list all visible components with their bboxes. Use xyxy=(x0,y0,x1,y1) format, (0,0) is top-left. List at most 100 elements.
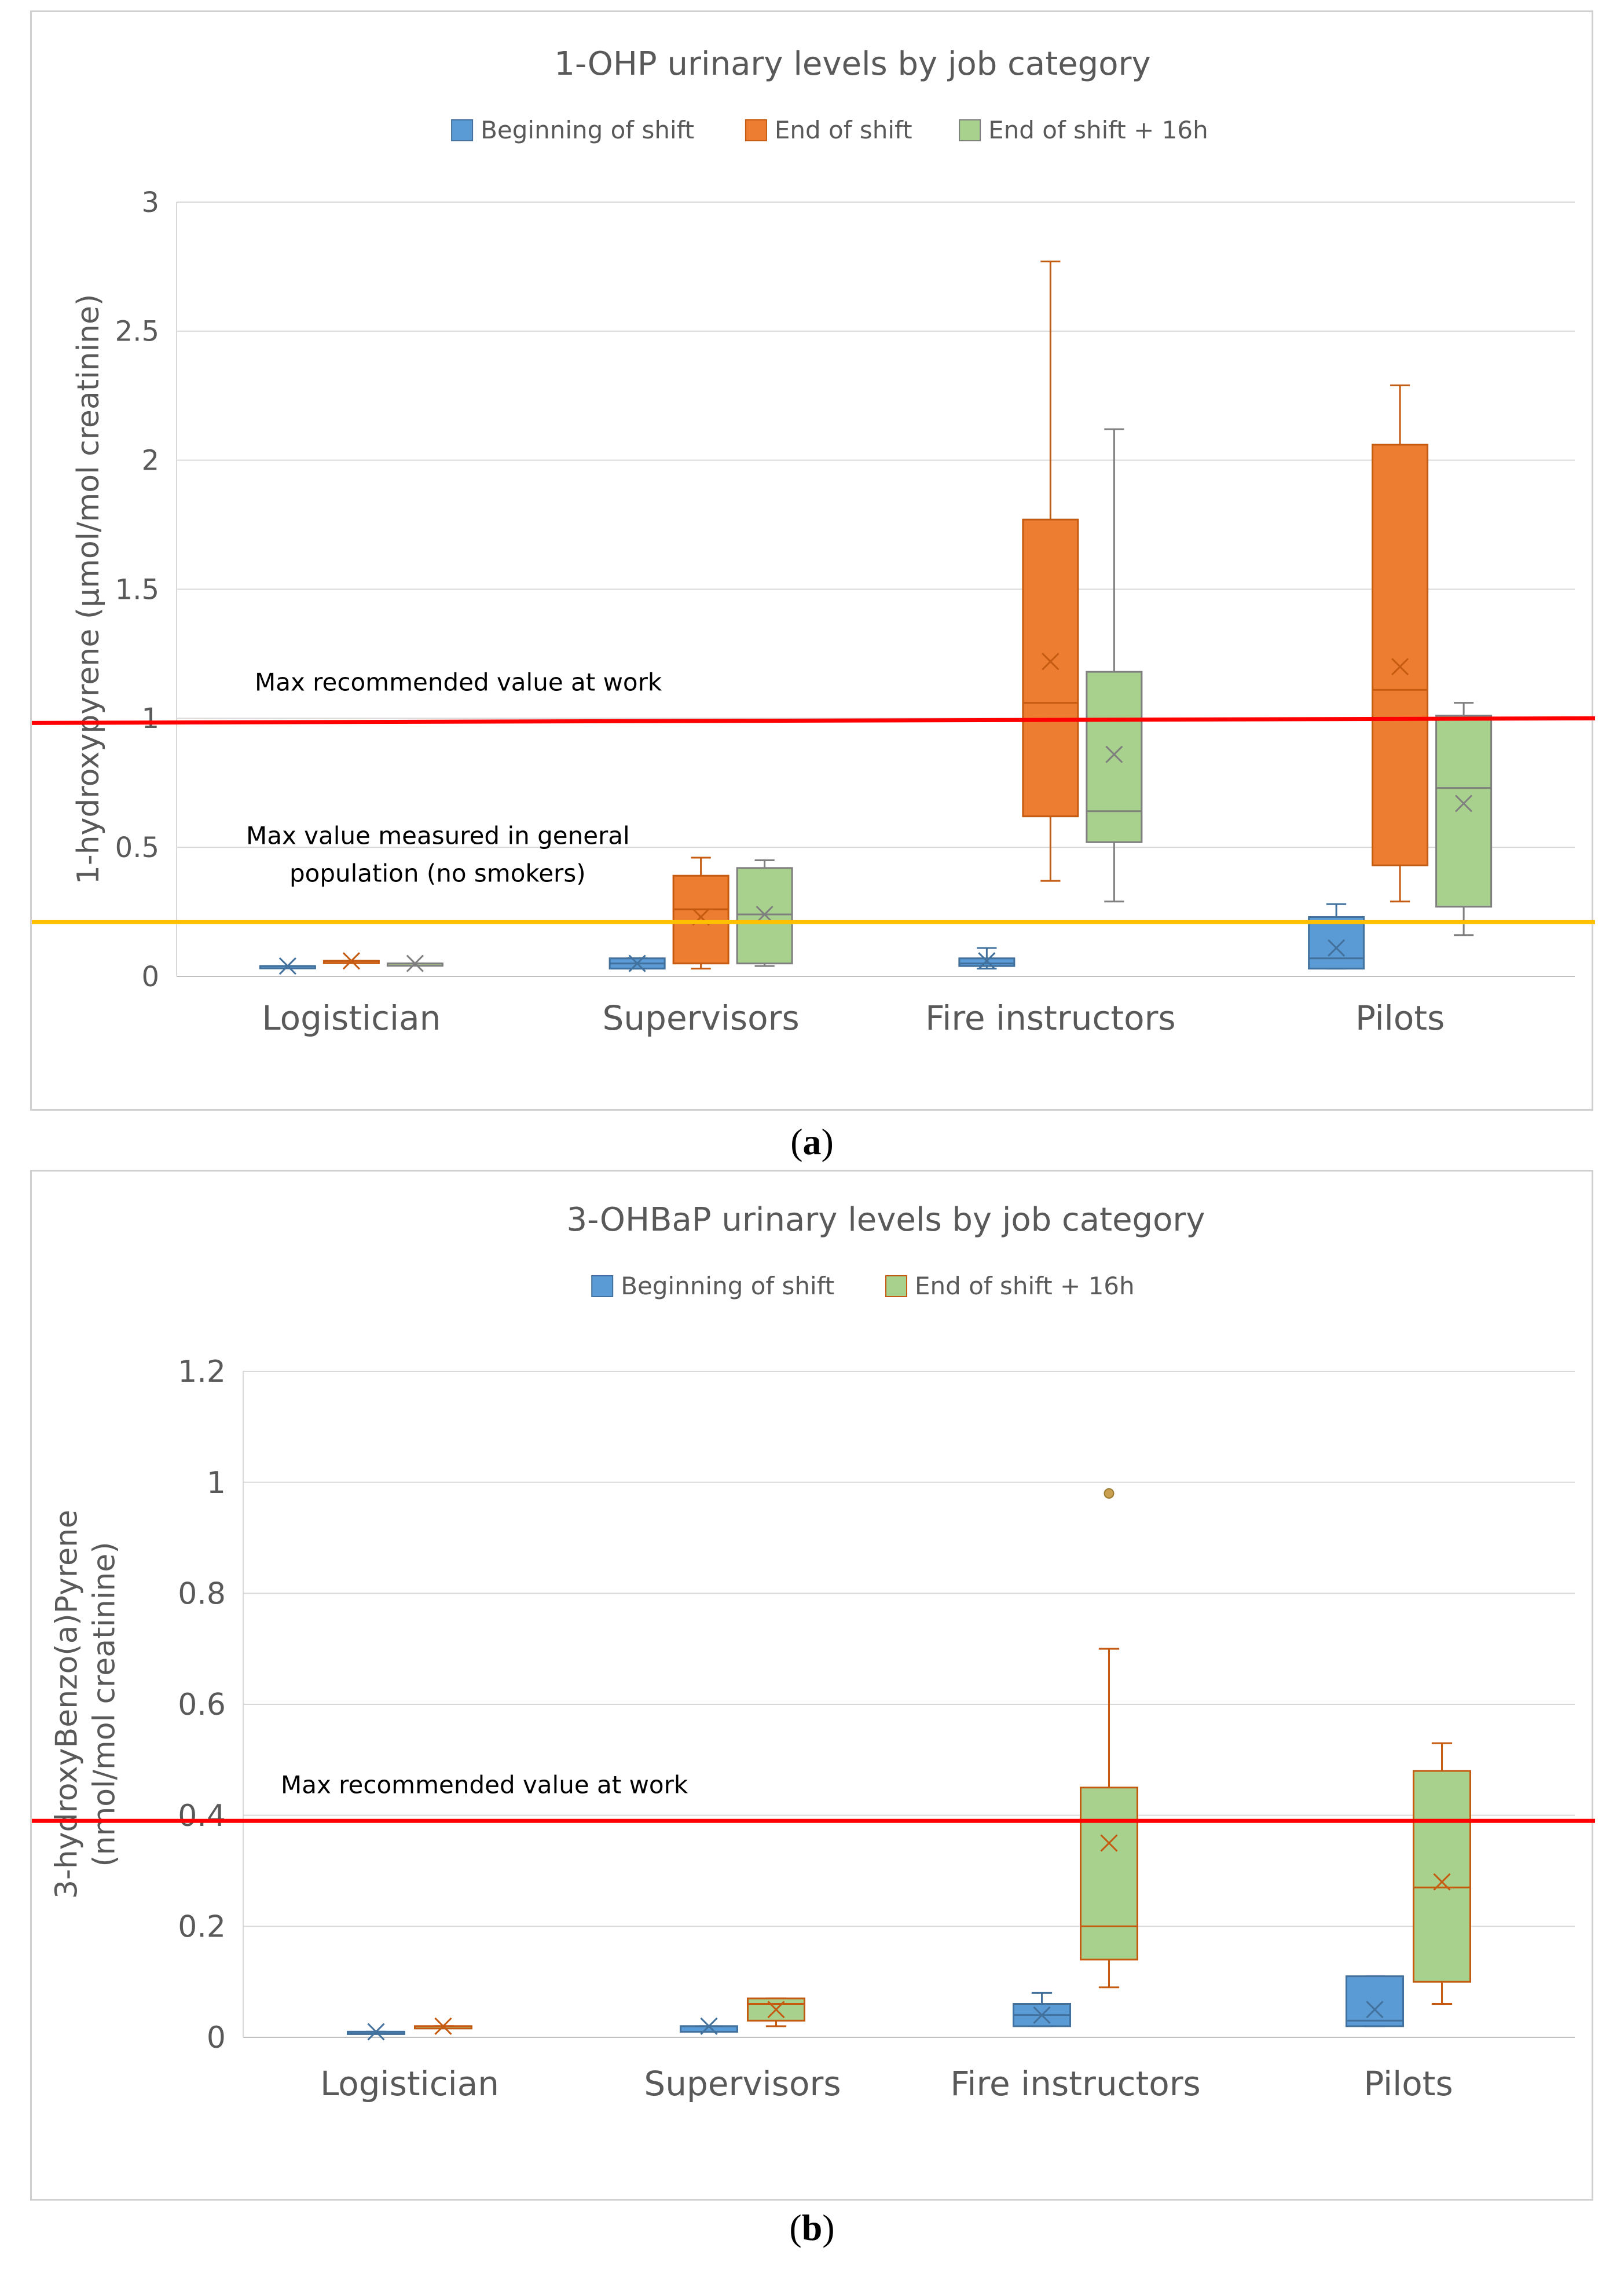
chart-a-supervisors-beginning-of-shift-mean-marker xyxy=(628,954,646,972)
chart-b-pilots-end-of-shift-16h-mean-stroke xyxy=(1433,1873,1451,1891)
chart-a-svg: 1-OHP urinary levels by job category Begi… xyxy=(32,45,1595,1038)
chart-b-logistician-end-of-shift-16h-mean-marker xyxy=(434,2017,452,2035)
chart-b-fire-instructors-end-of-shift-16h-mean-marker xyxy=(1100,1834,1118,1852)
chart-a-supervisors-end-of-shift-box xyxy=(672,874,729,965)
chart-a-pilots-beginning-of-shift-box xyxy=(1308,916,1365,970)
chart-b-ytick-label: 0.6 xyxy=(178,1688,226,1722)
panel-b-caption: (b) xyxy=(789,2207,835,2248)
chart-a-reference-label-2: Max value measured in general xyxy=(246,821,630,850)
chart-b-ytick-label: 1.2 xyxy=(178,1355,226,1389)
chart-a-logistician-beginning-of-shift-mean-marker xyxy=(278,957,296,975)
chart-b-ytick-label: 0.4 xyxy=(178,1799,226,1833)
chart-a-fire-instructors-end-of-shift-mean-stroke xyxy=(1042,653,1060,671)
chart-b-y-axis-label: 3-hydroxyBenzo(a)Pyrene xyxy=(50,1510,85,1899)
chart-a-ytick-label: 3 xyxy=(141,186,159,219)
chart-b-supervisors-end-of-shift-16h-mean-marker xyxy=(767,2001,785,2019)
chart-b-ytick-label: 0 xyxy=(207,2021,226,2055)
chart-a-supervisors-beginning-of-shift-mean-stroke xyxy=(628,954,646,972)
chart-b-logistician-beginning-of-shift-mean-marker xyxy=(367,2023,385,2041)
chart-a-category-label-pilots: Pilots xyxy=(1355,998,1445,1038)
chart-a-logistician-end-of-shift-mean-marker xyxy=(342,952,360,970)
chart-a-ytick-label: 2 xyxy=(141,444,159,477)
chart-a-reference-label-1: Max recommended value at work xyxy=(255,668,662,696)
chart-a-ytick-label: 0 xyxy=(141,961,159,993)
chart-b-pilots-end-of-shift-16h-box xyxy=(1413,1770,1471,1983)
chart-a-pilots-end-of-shift-16h-mean-stroke xyxy=(1455,795,1473,812)
chart-a-fire-instructors-end-of-shift-16h-mean-stroke xyxy=(1105,745,1123,763)
panel-b-letter: b xyxy=(801,2207,823,2248)
chart-a-ytick-label: 1.5 xyxy=(115,573,159,606)
chart-a-legend-swatch-beginning-of-shift xyxy=(451,119,474,141)
chart-b-fire-instructors-beginning-of-shift-mean-marker xyxy=(1033,2006,1051,2024)
chart-b-reference-label-1: Max recommended value at work xyxy=(281,1770,688,1799)
chart-b-category-label-fire-instructors: Fire instructors xyxy=(950,2064,1201,2103)
chart-a-y-axis-label: 1-hydroxypyrene (µmol/mol creatinine) xyxy=(71,294,106,884)
chart-a-reference-line-1 xyxy=(32,716,1595,725)
chart-b-ytick-label: 1 xyxy=(207,1466,226,1500)
chart-a-legend-label-end-of-shift: End of shift xyxy=(775,116,912,144)
panel-a-caption: (a) xyxy=(790,1121,834,1162)
chart-a-supervisors-end-of-shift-16h-box xyxy=(736,867,793,965)
chart-a-fire-instructors-end-of-shift-mean-marker xyxy=(1042,653,1060,671)
chart-a-supervisors-end-of-shift-16h-mean-marker xyxy=(756,905,773,924)
chart-a-fire-instructors-end-of-shift-box xyxy=(1022,518,1079,818)
chart-panel-a: 1-OHP urinary levels by job category Begi… xyxy=(30,10,1595,1111)
chart-b-pilots-beginning-of-shift-mean-stroke xyxy=(1366,2001,1384,2019)
chart-b-legend-label-beginning-of-shift: Beginning of shift xyxy=(621,1272,834,1300)
chart-b-fire-instructors-end-of-shift-16h-box xyxy=(1080,1787,1138,1961)
chart-a-legend-swatch-end-of-shift xyxy=(745,119,767,141)
chart-b-ytick-label: 0.2 xyxy=(178,1910,226,1945)
chart-b-ytick-label: 0.8 xyxy=(178,1577,226,1612)
chart-b-logistician-beginning-of-shift-mean-stroke xyxy=(367,2023,385,2041)
chart-a-pilots-end-of-shift-16h-mean-marker xyxy=(1455,795,1473,812)
chart-b-pilots-end-of-shift-16h-mean-marker xyxy=(1433,1873,1451,1891)
chart-a-logistician-end-of-shift-16h-mean-marker xyxy=(406,954,424,972)
chart-b-pilots-beginning-of-shift-box xyxy=(1346,1975,1404,2027)
chart-a-legend-label-beginning-of-shift: Beginning of shift xyxy=(481,116,694,144)
chart-b-category-label-supervisors: Supervisors xyxy=(644,2064,841,2103)
chart-a-pilots-end-of-shift-16h-box xyxy=(1435,715,1493,908)
chart-b-supervisors-end-of-shift-16h-box xyxy=(747,1997,805,2022)
chart-b-fire-instructors-beginning-of-shift-mean-stroke xyxy=(1033,2006,1051,2024)
chart-a-fire-instructors-beginning-of-shift-box xyxy=(958,957,1016,967)
chart-b-y-axis-label: (nmol/mol creatinine) xyxy=(87,1542,122,1866)
chart-b-legend-label-end-of-shift-16h: End of shift + 16h xyxy=(915,1272,1135,1300)
chart-b-logistician-end-of-shift-16h-mean-stroke xyxy=(434,2017,452,2035)
chart-a-pilots-end-of-shift-mean-marker xyxy=(1391,658,1409,676)
chart-a-fire-instructors-end-of-shift-16h-box xyxy=(1086,671,1143,843)
chart-b-supervisors-beginning-of-shift-mean-stroke xyxy=(700,2017,718,2035)
chart-a-legend-label-end-of-shift-16h: End of shift + 16h xyxy=(988,116,1208,144)
chart-a-pilots-end-of-shift-box xyxy=(1372,444,1429,866)
chart-b-legend-swatch-beginning-of-shift xyxy=(591,1275,614,1297)
chart-a-fire-instructors-beginning-of-shift-mean-stroke xyxy=(978,952,996,970)
chart-a-supervisors-end-of-shift-16h-mean-stroke xyxy=(756,905,773,924)
chart-a-category-label-fire-instructors: Fire instructors xyxy=(925,998,1176,1038)
chart-a-reference-label-2: population (no smokers) xyxy=(289,859,586,887)
chart-a-ytick-label: 1 xyxy=(141,702,159,735)
chart-b-supervisors-beginning-of-shift-mean-marker xyxy=(700,2017,718,2035)
chart-a-fire-instructors-beginning-of-shift-mean-marker xyxy=(978,952,996,970)
chart-a-logistician-end-of-shift-mean-stroke xyxy=(342,952,360,970)
chart-panel-b: 3-OHBaP urinary levels by job category Be… xyxy=(30,1170,1595,2201)
chart-b-supervisors-end-of-shift-16h-mean-stroke xyxy=(767,2001,785,2019)
chart-a-ytick-label: 0.5 xyxy=(115,832,159,864)
chart-a-pilots-beginning-of-shift-mean-marker xyxy=(1328,939,1346,957)
chart-b-category-label-logistician: Logistician xyxy=(320,2064,499,2103)
chart-b-svg: 3-OHBaP urinary levels by job category Be… xyxy=(32,1201,1595,2103)
chart-b-pilots-beginning-of-shift-mean-marker xyxy=(1366,2001,1384,2019)
chart-a-ytick-label: 2.5 xyxy=(115,316,159,348)
chart-a-legend-swatch-end-of-shift-16h xyxy=(959,119,981,141)
chart-a-logistician-end-of-shift-16h-mean-stroke xyxy=(406,954,424,972)
chart-a-fire-instructors-end-of-shift-16h-mean-marker xyxy=(1105,745,1123,763)
chart-b-title: 3-OHBaP urinary levels by job category xyxy=(566,1201,1205,1239)
chart-a-pilots-beginning-of-shift-mean-stroke xyxy=(1328,939,1346,957)
chart-b-legend-swatch-end-of-shift-16h xyxy=(885,1275,907,1297)
chart-b-fire-instructors-end-of-shift-16h-mean-stroke xyxy=(1100,1834,1118,1852)
chart-a-title: 1-OHP urinary levels by job category xyxy=(554,45,1150,83)
chart-b-outlier-point xyxy=(1104,1488,1115,1499)
chart-a-logistician-beginning-of-shift-mean-stroke xyxy=(278,957,296,975)
panel-a-letter: a xyxy=(802,1121,822,1162)
chart-b-category-label-pilots: Pilots xyxy=(1363,2064,1453,2103)
chart-a-category-label-supervisors: Supervisors xyxy=(603,998,800,1038)
chart-a-category-label-logistician: Logistician xyxy=(262,998,441,1038)
